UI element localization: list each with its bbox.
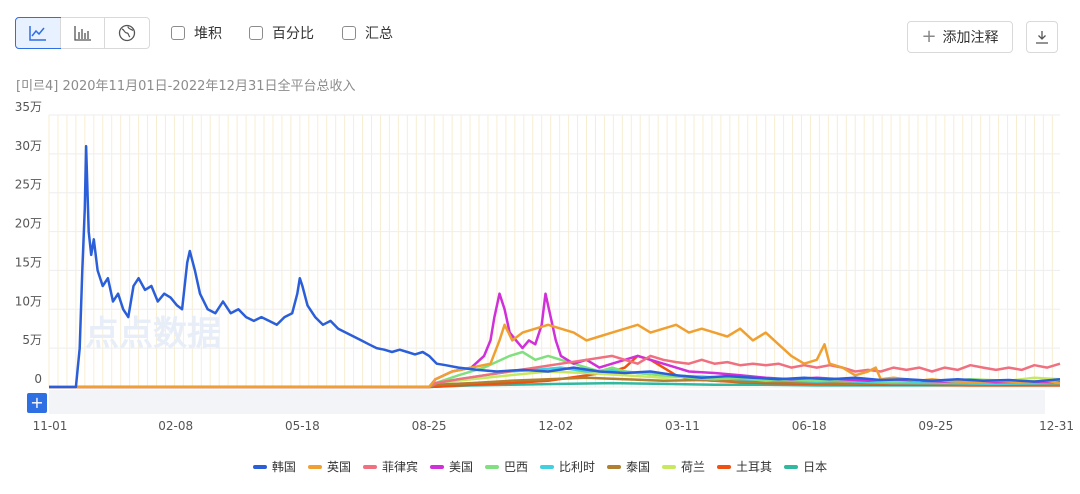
line-chart-icon bbox=[29, 26, 46, 41]
legend-label: 巴西 bbox=[503, 460, 528, 474]
y-tick-label: 0 bbox=[34, 372, 42, 386]
legend-swatch bbox=[362, 464, 377, 469]
x-axis: 11-01 02-08 05-18 08-25 12-02 03-11 06-18 09-25… bbox=[33, 419, 1074, 433]
legend-swatch bbox=[484, 464, 499, 469]
stack-checkbox[interactable]: 堆积 bbox=[171, 24, 222, 42]
series-line bbox=[49, 292, 1061, 389]
add-note-label: 添加注释 bbox=[942, 30, 999, 46]
x-tick-label: 02-08 bbox=[158, 419, 193, 433]
checkbox-box bbox=[249, 26, 263, 40]
checkbox-box bbox=[171, 26, 185, 40]
total-label: 汇总 bbox=[365, 26, 393, 42]
add-note-button[interactable]: + 添加注释 bbox=[907, 21, 1013, 53]
x-tick-label: 11-01 bbox=[33, 419, 68, 433]
range-slider-handle[interactable] bbox=[27, 393, 47, 413]
legend-label: 菲律宾 bbox=[381, 460, 418, 474]
legend-item[interactable]: 比利时 bbox=[540, 458, 595, 475]
legend-item[interactable]: 土耳其 bbox=[717, 458, 772, 475]
x-tick-label: 05-18 bbox=[285, 419, 320, 433]
percent-label: 百分比 bbox=[272, 26, 314, 42]
checkbox-box bbox=[342, 26, 356, 40]
legend-label: 泰国 bbox=[626, 460, 651, 474]
legend-item[interactable]: 英国 bbox=[307, 458, 351, 475]
percent-checkbox[interactable]: 百分比 bbox=[249, 24, 314, 42]
y-tick-label: 25万 bbox=[15, 178, 42, 192]
legend-label: 土耳其 bbox=[736, 460, 773, 474]
legend-item[interactable]: 日本 bbox=[784, 458, 827, 475]
x-tick-label: 09-25 bbox=[918, 419, 953, 433]
legend-item[interactable]: 荷兰 bbox=[662, 458, 705, 475]
download-icon bbox=[1036, 31, 1048, 44]
legend-swatch bbox=[252, 464, 267, 469]
x-tick-label: 06-18 bbox=[792, 419, 827, 433]
line-chart-button[interactable] bbox=[15, 17, 61, 49]
download-button[interactable] bbox=[1026, 21, 1058, 53]
chart-subtitle: [미르4] 2020年11月01日-2022年12月31日全平台总收入 bbox=[16, 79, 356, 94]
legend-label: 日本 bbox=[803, 460, 828, 474]
x-tick-label: 03-11 bbox=[665, 419, 700, 433]
range-handle-plus: + bbox=[30, 393, 43, 412]
y-tick-label: 15万 bbox=[15, 255, 42, 269]
legend-item[interactable]: 菲律宾 bbox=[362, 458, 418, 475]
legend-swatch bbox=[784, 464, 799, 469]
legend-item[interactable]: 泰国 bbox=[607, 458, 650, 475]
y-tick-label: 35万 bbox=[15, 100, 42, 114]
x-tick-label: 12-31 bbox=[1039, 419, 1074, 433]
legend-item[interactable]: 巴西 bbox=[484, 458, 528, 475]
total-checkbox[interactable]: 汇总 bbox=[342, 24, 393, 42]
series-line bbox=[49, 354, 1060, 389]
x-tick-label: 12-02 bbox=[538, 419, 573, 433]
watermark-text: 点点数据 bbox=[85, 314, 221, 354]
series-line bbox=[49, 144, 1061, 389]
legend-label: 比利时 bbox=[559, 460, 596, 474]
y-tick-label: 30万 bbox=[15, 139, 42, 153]
legend-swatch bbox=[429, 464, 444, 469]
legend-swatch bbox=[307, 464, 322, 469]
series-group bbox=[49, 144, 1061, 389]
legend-label: 美国 bbox=[448, 460, 473, 474]
range-slider-track[interactable] bbox=[49, 390, 1045, 414]
chart-type-switch bbox=[15, 17, 150, 49]
y-tick-label: 5万 bbox=[22, 333, 42, 347]
grid bbox=[48, 114, 1060, 388]
y-tick-label: 10万 bbox=[15, 294, 42, 308]
y-tick-label: 20万 bbox=[15, 217, 42, 231]
legend-label: 英国 bbox=[326, 460, 351, 474]
plus-icon: + bbox=[921, 26, 937, 47]
y-axis: 0 5万 10万 15万 20万 25万 30万 35万 bbox=[15, 100, 42, 386]
stack-label: 堆积 bbox=[194, 26, 222, 42]
globe-icon bbox=[119, 24, 136, 42]
map-chart-button[interactable] bbox=[104, 18, 149, 48]
legend-label: 韩国 bbox=[271, 460, 296, 474]
series-line bbox=[49, 354, 1061, 389]
legend-swatch bbox=[717, 464, 732, 469]
legend-swatch bbox=[607, 464, 622, 469]
bar-chart-icon bbox=[73, 26, 91, 41]
legend-item[interactable]: 韩国 bbox=[252, 458, 296, 475]
x-tick-label: 08-25 bbox=[412, 419, 447, 433]
legend-swatch bbox=[540, 464, 554, 469]
line-chart: 点点数据 0 5万 10万 15万 20万 25万 30万 35万 + 11-01 02-08 0… bbox=[15, 100, 1074, 433]
legend-label: 荷兰 bbox=[681, 460, 706, 474]
bar-chart-button[interactable] bbox=[59, 18, 105, 48]
legend-item[interactable]: 美国 bbox=[429, 458, 473, 475]
legend-swatch bbox=[662, 464, 677, 469]
legend: 韩国 英国 菲律宾 美国 巴西 比利时 泰国 荷兰 土耳其 日本 bbox=[0, 458, 1080, 475]
